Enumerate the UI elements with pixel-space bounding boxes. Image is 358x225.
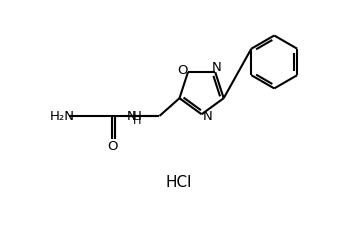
Text: O: O: [177, 64, 187, 77]
Text: H: H: [131, 110, 141, 123]
Text: N: N: [127, 110, 137, 123]
Text: N: N: [212, 61, 222, 74]
Text: H: H: [133, 115, 142, 125]
Text: HCl: HCl: [166, 174, 192, 189]
Text: H₂N: H₂N: [50, 110, 75, 123]
Text: O: O: [107, 140, 117, 153]
Text: N: N: [203, 110, 212, 123]
